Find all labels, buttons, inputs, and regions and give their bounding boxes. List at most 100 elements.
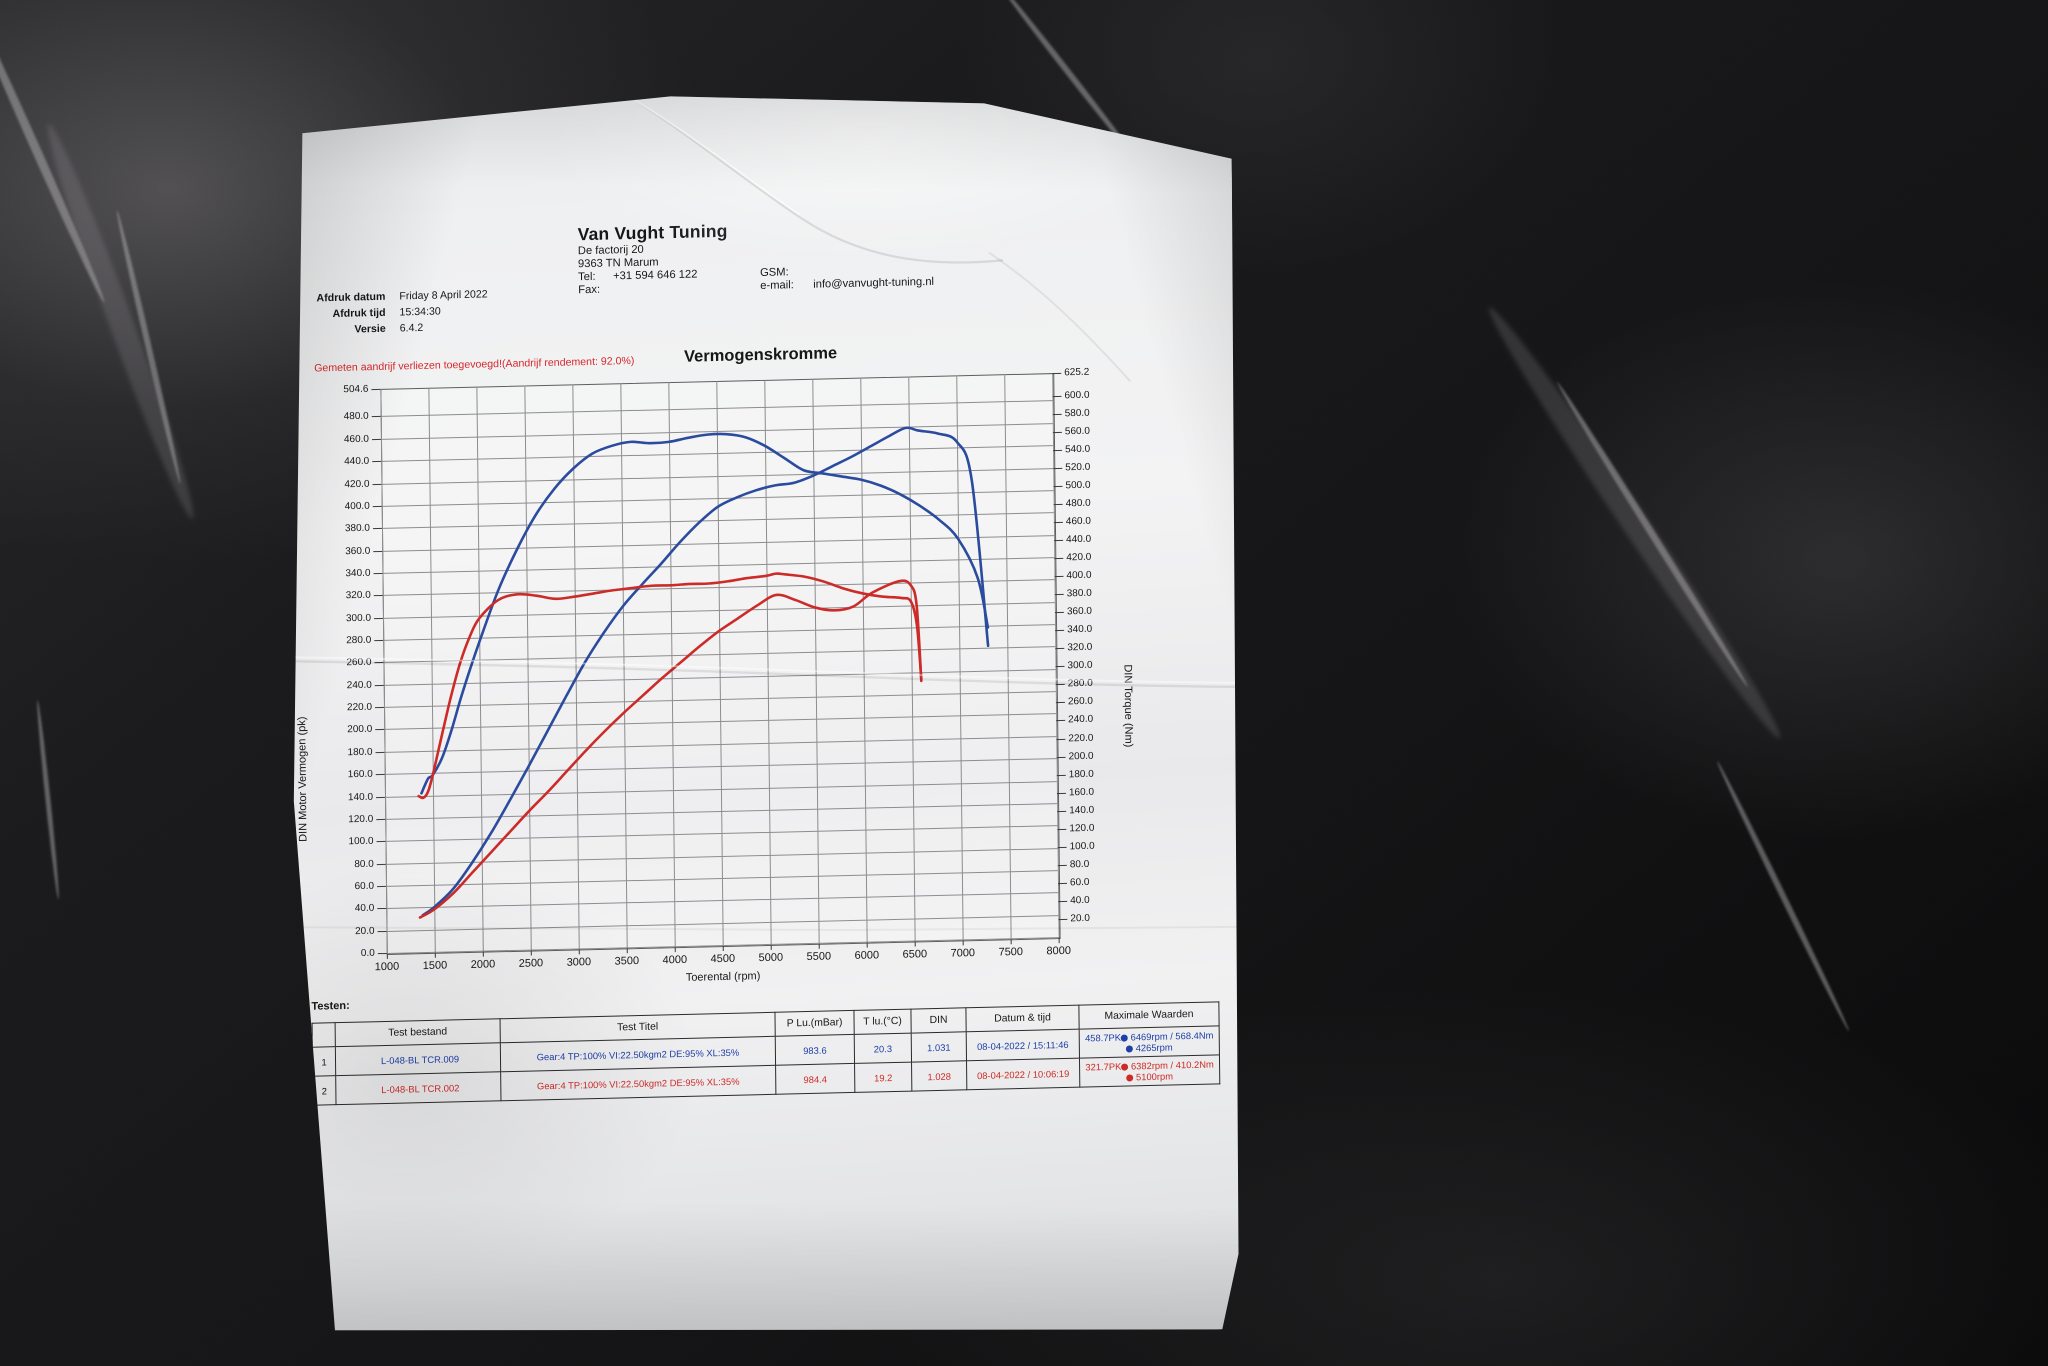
y-axis-left-tick: 440.0 <box>344 455 370 468</box>
y-axis-right-tick: 580.0 <box>1064 407 1090 420</box>
y-right-tick-mark <box>1054 504 1063 505</box>
cell-maximale-waarden: 458.7PK 6469rpm / 568.4Nm 4265rpm <box>1079 1026 1219 1058</box>
x-axis-tick: 4000 <box>662 953 688 967</box>
y-axis-right-tick: 220.0 <box>1068 732 1094 744</box>
y-right-tick-mark <box>1053 450 1062 451</box>
y-left-tick-mark <box>372 439 381 440</box>
y-right-tick-mark <box>1055 648 1064 649</box>
y-left-tick-mark <box>372 416 381 417</box>
y-axis-left-tick: 0.0 <box>360 947 375 960</box>
chart-title: Vermogenskromme <box>683 344 838 366</box>
y-axis-left-tick: 280.0 <box>346 634 372 647</box>
y-left-tick-mark <box>374 640 383 641</box>
y-left-tick-mark <box>377 886 386 887</box>
y-right-tick-mark <box>1058 865 1067 866</box>
y-axis-left-tick: 240.0 <box>346 679 372 692</box>
meta-value-afdruk-datum: Friday 8 April 2022 <box>399 288 488 303</box>
x-axis-tick: 5000 <box>758 951 784 965</box>
y-axis-right-tick: 400.0 <box>1066 569 1092 582</box>
y-left-tick-mark <box>378 953 387 954</box>
y-right-tick-mark <box>1056 684 1065 685</box>
y-left-tick-mark <box>375 685 384 686</box>
y-axis-right-tick: 240.0 <box>1068 714 1094 726</box>
y-left-tick-mark <box>377 841 386 842</box>
y-axis-right-tick: 140.0 <box>1069 804 1095 817</box>
y-right-tick-mark <box>1056 666 1065 667</box>
y-right-tick-mark <box>1053 414 1062 415</box>
x-axis-tick: 1000 <box>374 960 400 974</box>
y-axis-right-tick: 100.0 <box>1069 840 1095 853</box>
cell-din: 1.031 <box>911 1032 966 1062</box>
cell-test-bestand: L-048-BL TCR.002 <box>336 1072 501 1105</box>
x-axis-tick: 6000 <box>854 949 880 962</box>
tests-table: Test bestand Test Titel P Lu.(mBar) T lu… <box>312 1001 1221 1105</box>
y-axis-right-tick: 520.0 <box>1065 461 1091 474</box>
meta-value-versie: 6.4.2 <box>399 321 424 335</box>
company-email-value: info@vanvught-tuning.nl <box>813 275 935 291</box>
y-left-tick-mark <box>376 796 385 797</box>
x-axis-tick: 7000 <box>950 947 976 960</box>
x-axis-tick: 6500 <box>902 948 928 961</box>
x-axis-tick: 2500 <box>518 957 544 970</box>
y-right-tick-mark <box>1055 612 1064 613</box>
y-left-tick-mark <box>372 461 381 462</box>
y-left-tick-mark <box>375 707 384 708</box>
cell-test-titel: Gear:4 TP:100% VI:22.50kgm2 DE:95% XL:35… <box>501 1065 776 1100</box>
y-axis-right-tick: 360.0 <box>1066 605 1093 618</box>
marker-dot <box>1121 1063 1128 1070</box>
y-right-tick-mark <box>1058 919 1067 920</box>
y-axis-right-tick: 300.0 <box>1067 660 1093 672</box>
x-axis-tick: 3000 <box>566 956 592 969</box>
y-left-tick-mark <box>374 618 383 619</box>
y-right-tick-mark <box>1054 558 1063 559</box>
col-max: Maximale Waarden <box>1079 1002 1219 1029</box>
col-tlu: T lu.(°C) <box>854 1009 911 1034</box>
y-right-tick-mark <box>1056 702 1065 703</box>
y-axis-right-tick: 625.2 <box>1064 366 1090 379</box>
y-right-tick-mark <box>1057 793 1066 794</box>
y-axis-left-tick: 200.0 <box>347 724 373 736</box>
marker-dot <box>1121 1034 1128 1041</box>
y-right-tick-mark <box>1054 540 1063 541</box>
x-axis-tick: 4500 <box>710 952 736 966</box>
y-axis-right-tick: 440.0 <box>1066 533 1092 546</box>
x-axis-tick: 3500 <box>614 954 640 968</box>
y-axis-right-tick: 600.0 <box>1064 389 1090 402</box>
cell-datum-tijd: 08-04-2022 / 10:06:19 <box>967 1058 1080 1090</box>
y-right-tick-mark <box>1056 720 1065 721</box>
y-left-tick-mark <box>377 864 386 865</box>
y-axis-left-tick: 420.0 <box>344 478 370 490</box>
y-left-tick-mark <box>374 595 383 596</box>
y-axis-left-tick: 60.0 <box>354 880 375 893</box>
company-name: Van Vught Tuning <box>577 220 728 245</box>
y-axis-left-tick: 120.0 <box>348 813 374 826</box>
y-right-tick-mark <box>1055 630 1064 631</box>
y-axis-left-tick: 400.0 <box>344 500 370 513</box>
y-right-tick-mark <box>1053 432 1062 433</box>
y-right-tick-mark <box>1058 883 1067 884</box>
y-axis-right-tick: 80.0 <box>1069 858 1090 871</box>
col-din: DIN <box>911 1008 966 1033</box>
cell-t-lu: 19.2 <box>855 1062 912 1092</box>
y-axis-right-label: DIN Torque (Nm) <box>1121 664 1135 748</box>
y-left-tick-mark <box>373 506 382 507</box>
y-axis-right-tick: 560.0 <box>1064 425 1090 438</box>
company-fax-label: Fax: <box>578 283 601 297</box>
y-left-tick-mark <box>375 729 384 730</box>
cell-index: 1 <box>312 1047 335 1077</box>
y-axis-right-tick: 260.0 <box>1067 696 1094 708</box>
y-left-tick-mark <box>376 752 385 753</box>
y-axis-right-tick: 480.0 <box>1065 497 1091 510</box>
y-left-tick-mark <box>378 931 387 932</box>
y-axis-right-tick: 420.0 <box>1066 551 1092 564</box>
cell-test-bestand: L-048-BL TCR.009 <box>335 1043 500 1076</box>
y-axis-right-tick: 340.0 <box>1067 624 1093 636</box>
dyno-printout-sheet: Van Vught Tuning De factorij 20 9363 TN … <box>281 79 1245 1351</box>
y-left-tick-mark <box>371 389 380 390</box>
y-right-tick-mark <box>1057 829 1066 830</box>
y-axis-right-tick: 460.0 <box>1065 515 1091 528</box>
y-right-tick-mark <box>1057 756 1066 757</box>
y-axis-right-tick: 540.0 <box>1065 443 1091 456</box>
y-axis-right-tick: 160.0 <box>1068 786 1095 798</box>
